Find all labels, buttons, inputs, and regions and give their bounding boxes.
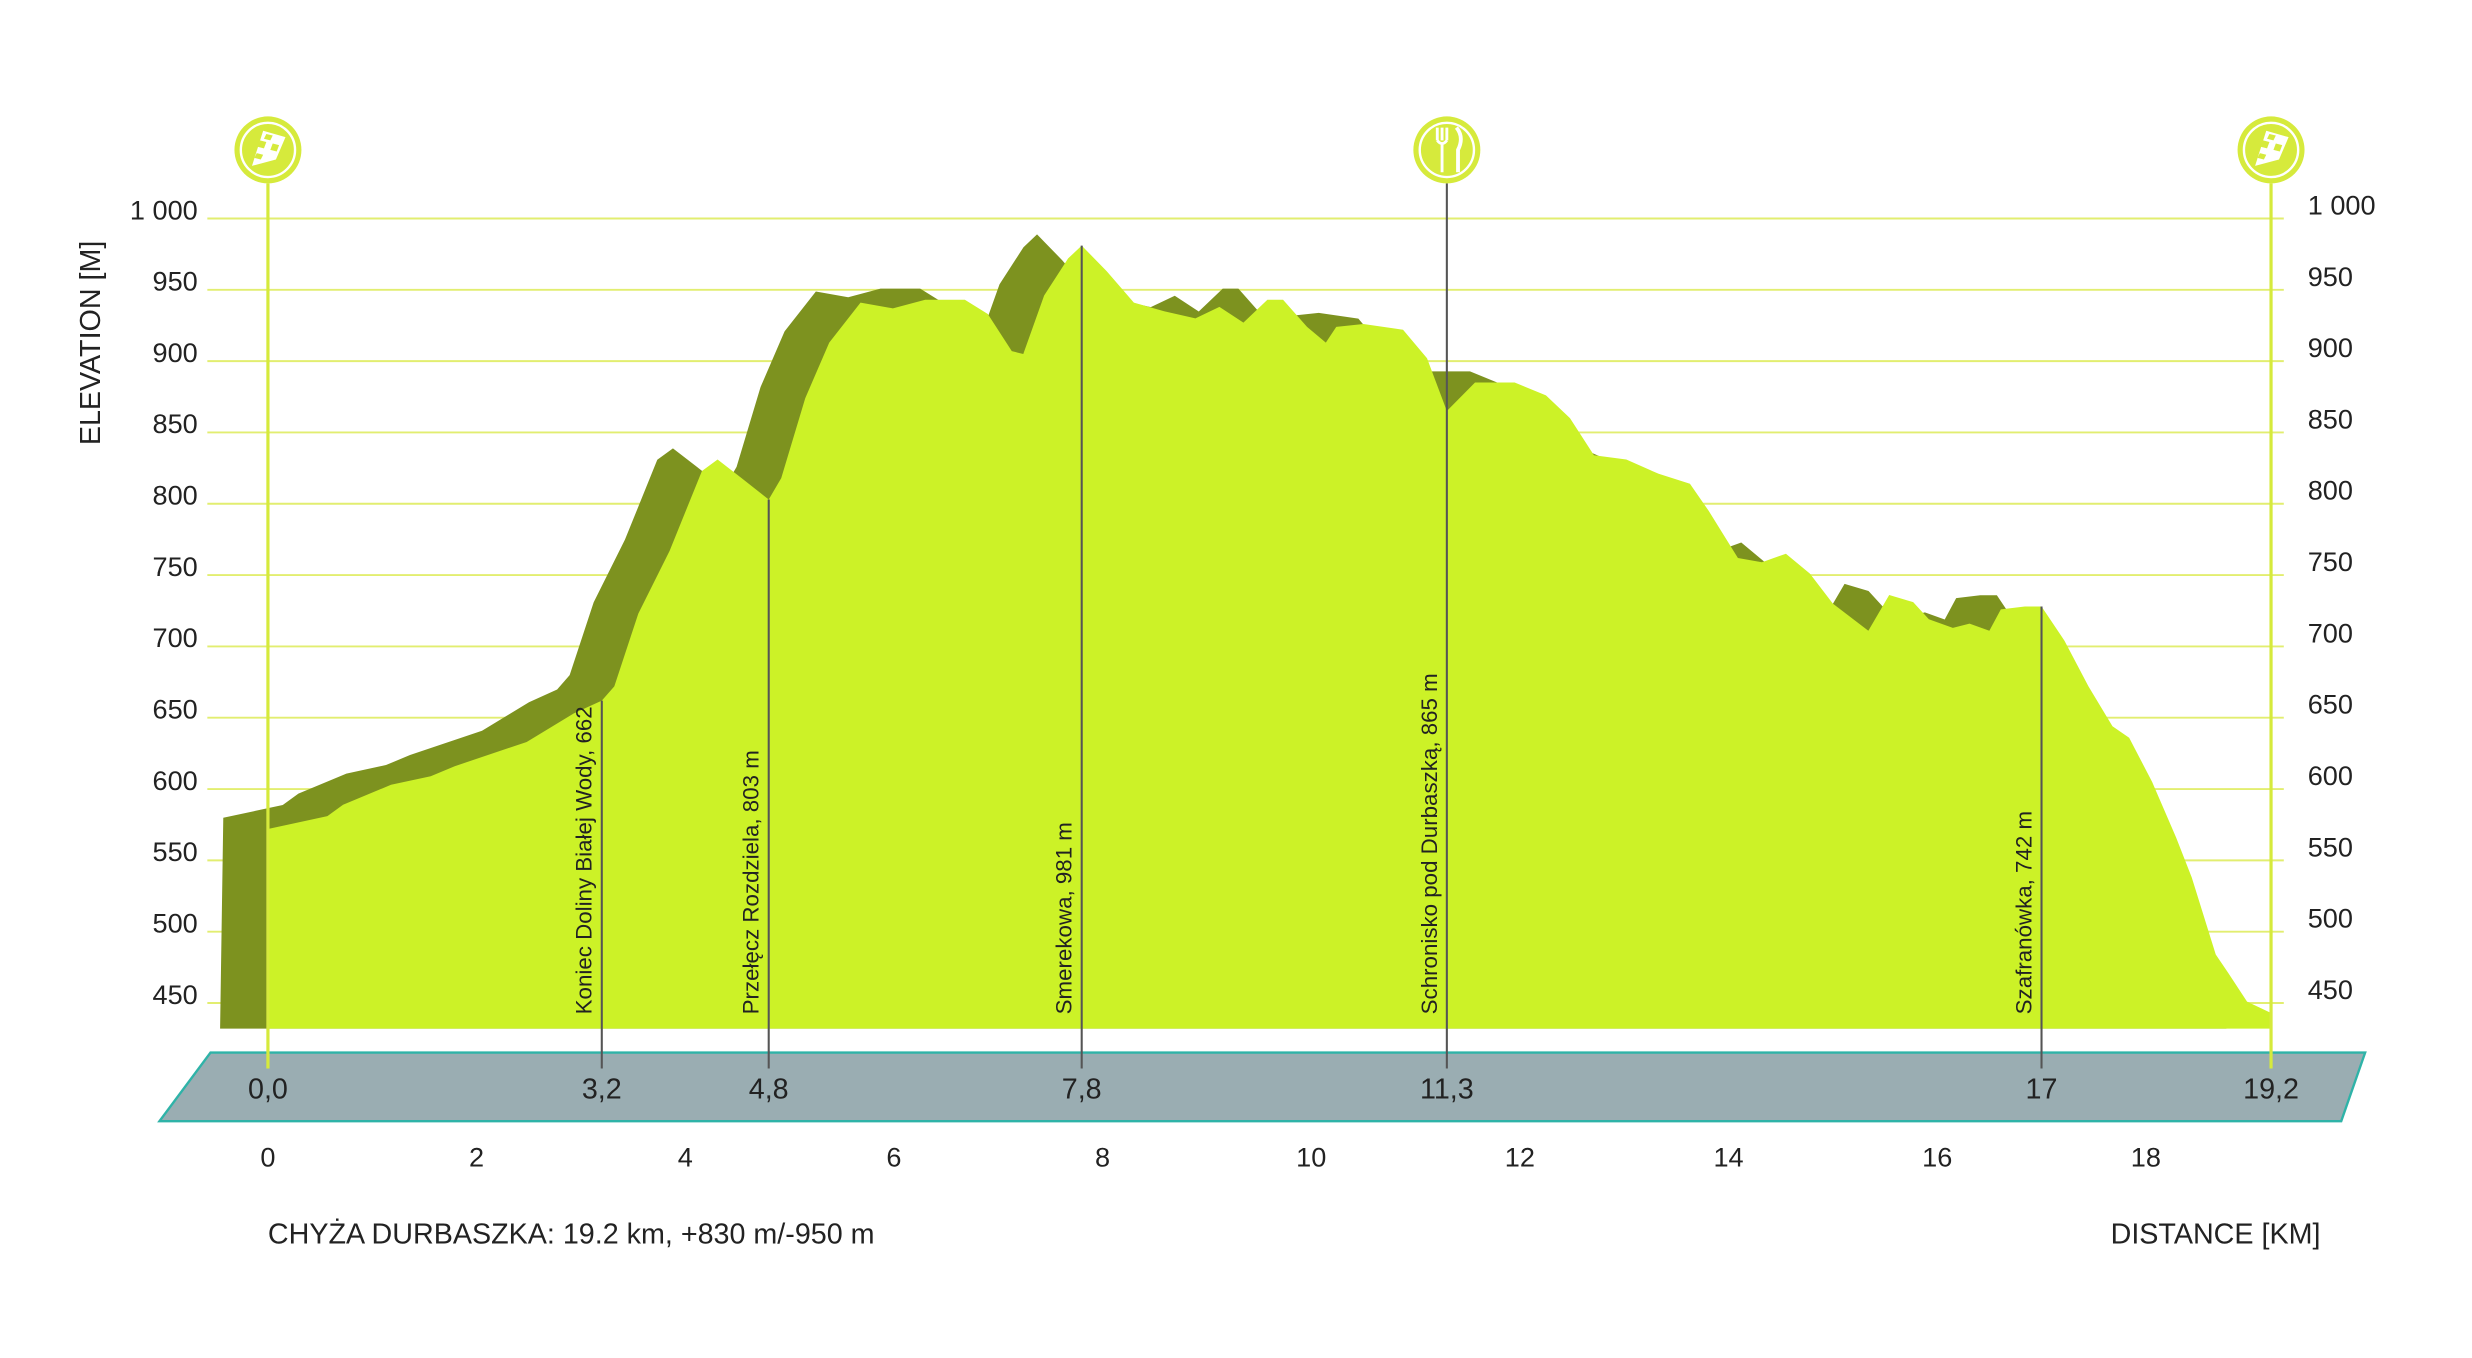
- y-tick-label-right: 750: [2308, 546, 2353, 577]
- icon-inner: [239, 121, 297, 179]
- x-tick-label: 16: [1922, 1142, 1952, 1173]
- waypoint-distance-label: 4,8: [749, 1073, 789, 1105]
- y-tick-label: 650: [153, 693, 198, 724]
- flag-checks: [254, 133, 280, 160]
- icon-inner: [2242, 121, 2300, 179]
- finish-icon: [2237, 116, 2305, 184]
- x-tick-label: 0: [260, 1142, 275, 1173]
- icon-inner: [1418, 121, 1476, 179]
- y-tick-label-right: 650: [2308, 689, 2353, 720]
- x-tick-label: 12: [1505, 1142, 1535, 1173]
- waypoint-distance-label: 11,3: [1420, 1073, 1474, 1105]
- y-tick-label-right: 800: [2308, 475, 2353, 506]
- waypoint-annotation: Przełęcz Rozdziela, 803 m: [739, 750, 764, 1014]
- y-tick-label: 600: [153, 765, 198, 796]
- x-axis-label: DISTANCE [KM]: [2111, 1219, 2321, 1251]
- y-tick-label: 900: [153, 337, 198, 368]
- y-tick-label: 950: [153, 266, 198, 297]
- waypoint-band: [157, 1051, 2367, 1123]
- waypoint-distance-label: 17: [2026, 1073, 2058, 1105]
- y-tick-label: 450: [153, 979, 198, 1010]
- x-tick-label: 4: [678, 1142, 693, 1173]
- y-tick-label: 800: [153, 480, 198, 511]
- y-tick-label: 850: [153, 408, 198, 439]
- y-tick-label: 700: [153, 622, 198, 653]
- y-tick-label-right: 550: [2308, 831, 2353, 862]
- y-axis-label: ELEVATION [M]: [75, 241, 107, 446]
- x-tick-label: 2: [469, 1142, 484, 1173]
- waypoint-annotation: Koniec Doliny Białej Wody, 662: [572, 706, 597, 1014]
- x-tick-label: 10: [1296, 1142, 1326, 1173]
- y-tick-label: 1 000: [130, 194, 198, 225]
- x-tick-label: 6: [886, 1142, 901, 1173]
- y-tick-label-right: 900: [2308, 332, 2353, 363]
- waypoint-distance-label: 7,8: [1062, 1073, 1102, 1105]
- waypoint-annotation: Schronisko pod Durbaszką, 865 m: [1417, 673, 1442, 1014]
- knife: [1454, 126, 1463, 173]
- food-icon: [1413, 116, 1481, 184]
- x-tick-label: 8: [1095, 1142, 1110, 1173]
- y-tick-label-right: 950: [2308, 261, 2353, 292]
- y-tick-label-right: 500: [2308, 903, 2353, 934]
- y-tick-label-right: 450: [2308, 974, 2353, 1005]
- waypoint-distance-label: 19,2: [2243, 1073, 2299, 1105]
- waypoint-distance-label: 3,2: [582, 1073, 622, 1105]
- x-tick-label: 18: [2131, 1142, 2161, 1173]
- x-tick-label: 14: [1713, 1142, 1743, 1173]
- flag-checks: [2257, 133, 2283, 160]
- y-tick-label: 750: [153, 551, 198, 582]
- fork: [1435, 127, 1449, 173]
- finish-icon: [234, 116, 302, 184]
- y-tick-label-right: 600: [2308, 760, 2353, 791]
- y-tick-label: 550: [153, 836, 198, 867]
- y-tick-label: 500: [153, 907, 198, 938]
- terrain-area: [267, 245, 2272, 1029]
- waypoint-distance-label: 0,0: [248, 1073, 288, 1105]
- y-tick-label-right: 700: [2308, 617, 2353, 648]
- icon-ring: [1413, 116, 1481, 184]
- waypoint-annotation: Szafranówka, 742 m: [2011, 811, 2036, 1014]
- waypoint-annotation: Smerekowa, 981 m: [1052, 822, 1077, 1014]
- y-tick-label-right: 850: [2308, 403, 2353, 434]
- route-summary: CHYŻA DURBASZKA: 19.2 km, +830 m/-950 m: [268, 1218, 875, 1251]
- y-tick-label-right: 1 000: [2308, 189, 2376, 220]
